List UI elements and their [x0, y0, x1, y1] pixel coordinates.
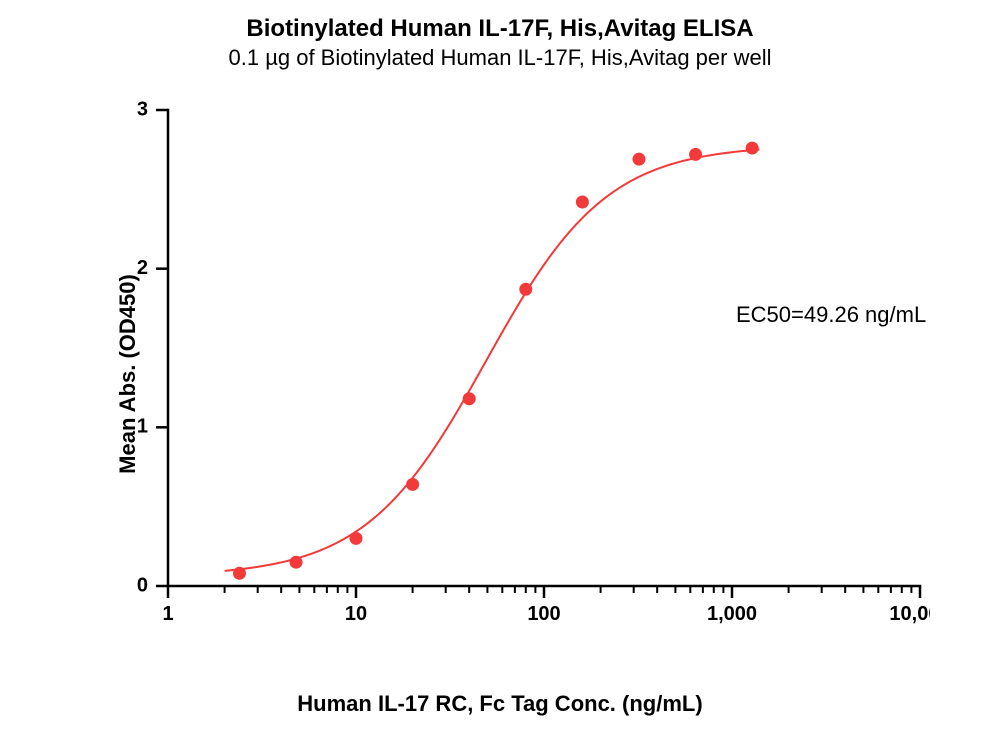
x-tick-label: 100: [527, 603, 560, 625]
data-point: [746, 142, 759, 155]
data-point: [290, 556, 303, 569]
x-tick-label: 10,000: [889, 603, 930, 625]
y-tick-label: 0: [137, 574, 148, 596]
data-point: [463, 392, 476, 405]
plot-area: 01231101001,00010,000: [130, 100, 930, 640]
chart-subtitle: 0.1 µg of Biotinylated Human IL-17F, His…: [0, 44, 1000, 72]
data-point: [689, 148, 702, 161]
data-point: [576, 196, 589, 209]
data-point: [233, 567, 246, 580]
x-tick-label: 1: [162, 603, 173, 625]
chart-title: Biotinylated Human IL-17F, His,Avitag EL…: [0, 14, 1000, 44]
data-point: [519, 283, 532, 296]
plot-svg: 01231101001,00010,000: [130, 100, 930, 640]
y-tick-label: 1: [137, 416, 148, 438]
y-tick-label: 3: [137, 100, 148, 120]
data-point: [350, 532, 363, 545]
data-point: [406, 478, 419, 491]
y-tick-label: 2: [137, 257, 148, 279]
fit-curve: [225, 150, 760, 571]
data-point: [632, 153, 645, 166]
chart-titles: Biotinylated Human IL-17F, His,Avitag EL…: [0, 14, 1000, 72]
x-tick-label: 1,000: [707, 603, 757, 625]
x-axis-label: Human IL-17 RC, Fc Tag Conc. (ng/mL): [0, 691, 1000, 717]
x-tick-label: 10: [345, 603, 367, 625]
